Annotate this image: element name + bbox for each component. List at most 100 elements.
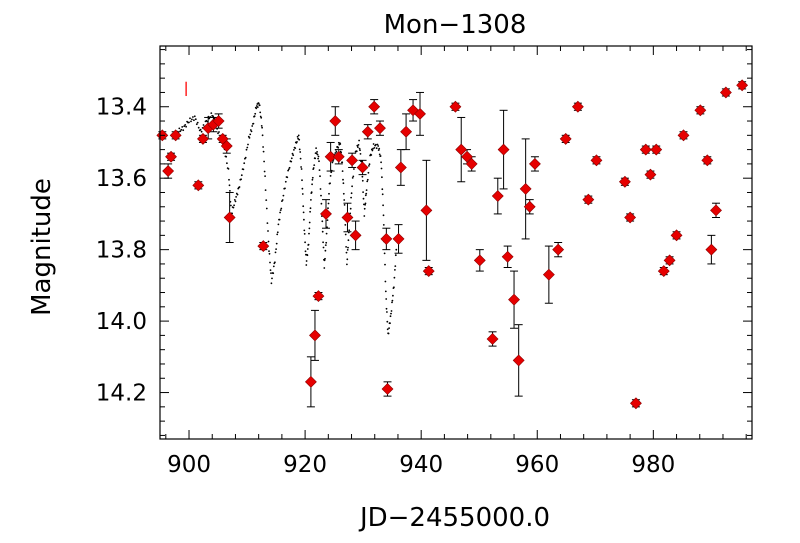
dense-point (301, 193, 304, 195)
data-point (705, 243, 718, 256)
data-point (465, 157, 478, 170)
dense-point (386, 328, 389, 331)
dense-point (311, 183, 313, 186)
dense-point (344, 233, 347, 236)
data-point (701, 154, 714, 167)
dense-point (352, 175, 355, 178)
dense-point (296, 141, 298, 143)
data-point (663, 254, 676, 267)
dense-point (321, 220, 324, 223)
dense-point (392, 294, 394, 297)
dense-point (279, 211, 281, 214)
dense-point (360, 160, 363, 163)
dense-point (343, 204, 346, 206)
dense-point (286, 176, 289, 179)
dense-point (384, 280, 387, 283)
dense-point (382, 214, 385, 217)
data-point (559, 132, 572, 145)
dense-point (379, 155, 382, 157)
dense-point (194, 118, 197, 121)
dense-point (181, 126, 184, 128)
dense-point (325, 232, 328, 235)
dense-point (300, 166, 302, 168)
dense-point (320, 202, 323, 205)
dense-point (358, 147, 361, 150)
dense-point (366, 180, 369, 183)
dense-point (189, 117, 191, 120)
dense-point (260, 116, 263, 119)
dense-point (261, 126, 263, 129)
dense-point (260, 125, 263, 127)
dense-point (372, 143, 375, 145)
dense-point (344, 224, 347, 226)
dense-point (349, 207, 352, 210)
data-point (670, 229, 683, 242)
dense-point (301, 179, 303, 182)
dense-point (279, 209, 282, 212)
dense-point (300, 168, 303, 170)
dense-point (319, 188, 322, 190)
dense-point (394, 265, 397, 267)
x-tick-label: 960 (515, 452, 559, 478)
dense-point (302, 205, 305, 208)
dense-point (367, 171, 370, 174)
dense-point (225, 155, 228, 158)
dense-point (230, 204, 232, 207)
dense-point (393, 276, 396, 279)
dense-point (351, 177, 354, 179)
data-point (644, 168, 657, 181)
dense-point (318, 169, 321, 172)
dense-point (296, 135, 299, 138)
data-point (501, 250, 514, 263)
dense-point (342, 192, 345, 195)
data-point (380, 233, 393, 245)
dense-point (368, 165, 370, 167)
dense-point (264, 189, 267, 192)
dense-point (380, 167, 383, 170)
dense-point (313, 164, 316, 167)
dense-point (317, 155, 320, 158)
dense-point (364, 203, 366, 206)
dense-point (389, 315, 392, 318)
dense-point (359, 153, 362, 155)
dense-point (264, 175, 266, 178)
data-point (497, 143, 510, 156)
y-tick-label: 14.0 (96, 309, 147, 335)
dense-point (218, 131, 220, 133)
dense-point (310, 199, 312, 201)
dense-point (299, 157, 302, 160)
dense-point (347, 239, 350, 242)
dense-point (235, 196, 238, 198)
dense-point (245, 148, 248, 151)
dense-point (303, 233, 306, 235)
dense-point (363, 207, 366, 210)
dense-point (302, 211, 305, 214)
dense-point (385, 307, 388, 310)
dense-point (341, 170, 344, 173)
data-point (332, 150, 345, 163)
dense-point (228, 178, 230, 181)
y-tick-label: 14.2 (96, 381, 147, 407)
dense-point (229, 190, 231, 192)
dense-point (346, 263, 348, 266)
data-point (624, 211, 637, 224)
dense-point (263, 160, 265, 163)
dense-point (365, 192, 368, 195)
dense-point (251, 125, 254, 127)
dense-point (383, 252, 386, 255)
dense-point (391, 301, 393, 304)
dense-series (176, 102, 398, 335)
dense-point (262, 146, 264, 148)
dense-point (275, 242, 278, 245)
dense-point (259, 111, 262, 114)
dense-point (345, 246, 347, 248)
dense-point (263, 170, 266, 173)
axis-ticks: 900 920 940 960 980 13.4 13.6 13.8 14.0 14.2 (96, 46, 752, 478)
dense-point (233, 204, 236, 207)
data-point (346, 154, 359, 167)
dense-point (257, 102, 260, 105)
dense-point (311, 176, 314, 179)
dense-point (320, 194, 322, 197)
dense-point (371, 149, 374, 152)
dense-point (249, 133, 252, 136)
